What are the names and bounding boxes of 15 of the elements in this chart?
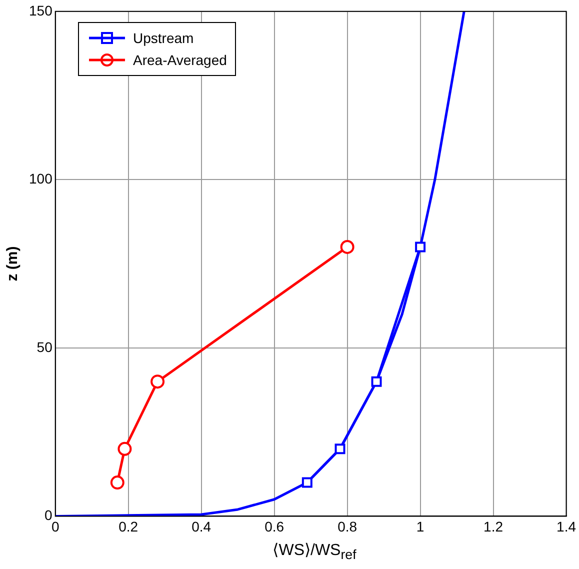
y-tick-label: 150: [29, 2, 53, 18]
x-tick-label: 1.4: [556, 518, 576, 534]
x-tick-label: 0.2: [118, 518, 138, 534]
y-tick-label: 100: [29, 170, 53, 187]
x-tick-label: 0.6: [264, 518, 284, 534]
x-axis-title: ⟨WS⟩/WS$_{ref}$: [272, 541, 358, 562]
x-tick-label: 0.4: [192, 518, 212, 534]
y-tick-label: 50: [36, 338, 53, 355]
legend-label: Upstream: [133, 30, 194, 46]
legend-label: Area-Averaged: [133, 52, 227, 68]
y-axis-title: z (m): [4, 246, 22, 282]
x-tick-label: 1.2: [484, 518, 504, 534]
x-tick-label: 1: [416, 518, 424, 534]
x-tick-label: 0.8: [338, 518, 358, 534]
y-tick-label: 0: [44, 507, 53, 524]
